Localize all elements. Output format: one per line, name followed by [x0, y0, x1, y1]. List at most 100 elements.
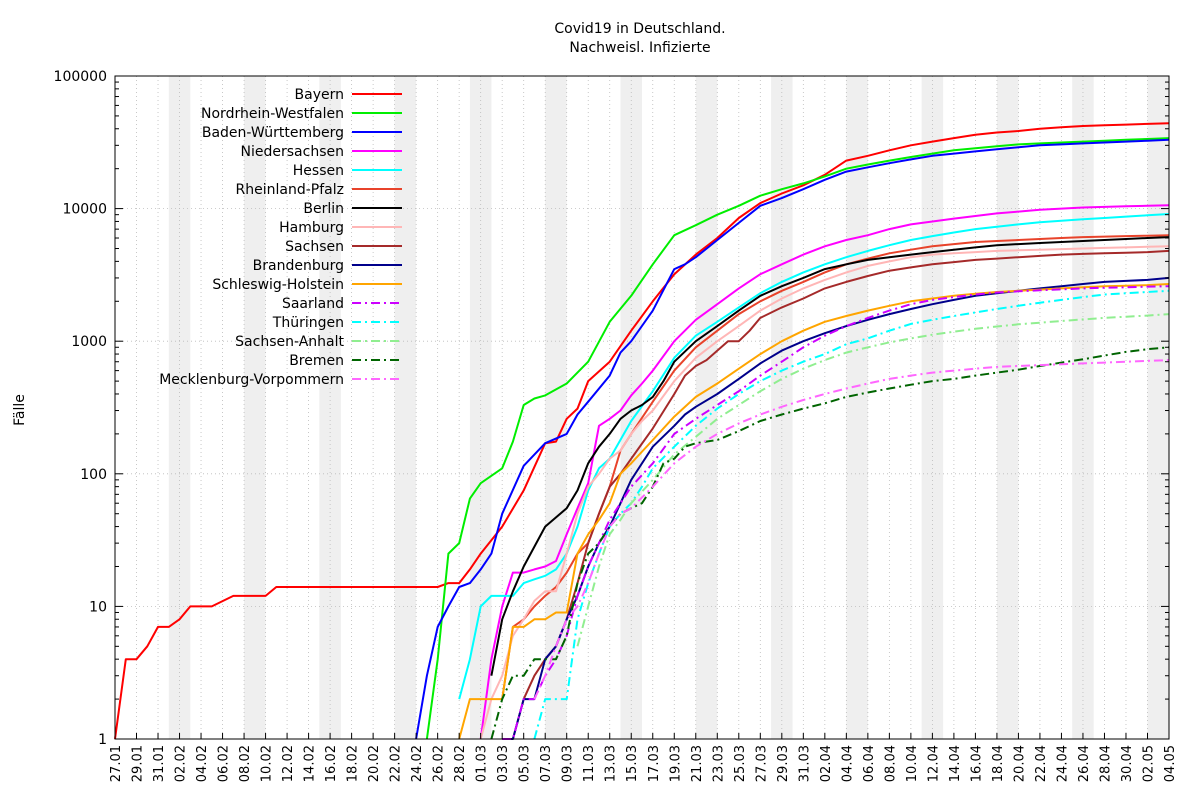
x-tick-label: 19.03: [668, 745, 683, 782]
x-tick-label: 27.01: [109, 745, 124, 782]
weekend-band: [168, 76, 191, 739]
x-tick-label: 26.02: [432, 745, 447, 782]
legend-label: Hamburg: [279, 220, 344, 236]
series-line: [533, 289, 1170, 740]
series-line: [502, 249, 1170, 740]
legend-label: Baden-Württemberg: [202, 125, 344, 141]
weekend-band: [545, 76, 567, 739]
legend-label: Bremen: [289, 353, 344, 369]
series-line: [533, 359, 1170, 700]
legend-label: Saarland: [282, 296, 344, 312]
x-tick-label: 23.03: [711, 745, 726, 782]
x-tick-label: 20.02: [367, 745, 382, 782]
x-tick-label: 18.04: [991, 745, 1006, 782]
x-tick-label: 27.03: [754, 745, 769, 782]
series-line: [479, 204, 1170, 740]
x-tick-label: 12.02: [281, 745, 296, 782]
x-tick-label: 24.02: [410, 745, 425, 782]
weekend-band: [620, 76, 642, 739]
legend-label: Schleswig-Holstein: [212, 277, 344, 293]
x-tick-label: 08.02: [238, 745, 253, 782]
weekend-band: [319, 76, 341, 739]
x-tick-label: 11.03: [582, 745, 597, 782]
x-tick-label: 02.05: [1141, 745, 1156, 782]
x-tick-label: 28.04: [1098, 745, 1113, 782]
weekend-band: [921, 76, 944, 739]
x-tick-label: 31.01: [152, 745, 167, 782]
y-tick-label: 1000: [71, 334, 107, 350]
x-tick-label: 22.02: [389, 745, 404, 782]
legend: Bayern Nordrhein-Westfalen Baden-Württembe…: [159, 87, 402, 388]
legend-label: Bayern: [295, 87, 344, 103]
x-tick-label: 28.02: [453, 745, 468, 782]
series-line: [490, 236, 1170, 676]
x-tick-label: 05.03: [518, 745, 533, 782]
legend-label: Thüringen: [272, 315, 344, 331]
x-tick-label: 08.04: [883, 745, 898, 782]
series-line: [425, 137, 1170, 740]
x-axis-ticks: 27.01 29.01 31.01 02.02 04.02 06.02 08.02 10.02…: [109, 733, 1178, 782]
x-tick-label: 14.02: [303, 745, 318, 782]
x-tick-label: 12.04: [926, 745, 941, 782]
x-tick-label: 06.02: [217, 745, 232, 782]
legend-label: Brandenburg: [253, 258, 344, 274]
x-tick-label: 16.04: [969, 745, 984, 782]
series-line: [415, 138, 1170, 740]
chart-title: Covid19 in Deutschland.: [554, 21, 725, 37]
series-line: [114, 122, 1170, 740]
weekend-band: [846, 76, 868, 739]
x-tick-label: 18.02: [346, 745, 361, 782]
y-axis-ticks: 1 10 100 1000 10000 100000: [54, 69, 1169, 748]
x-tick-label: 02.02: [174, 745, 189, 782]
x-tick-label: 16.02: [324, 745, 339, 782]
x-tick-label: 09.03: [561, 745, 576, 782]
y-tick-label: 1: [98, 732, 107, 748]
weekend-band: [394, 76, 417, 739]
legend-label: Berlin: [303, 201, 344, 217]
x-tick-label: 21.03: [690, 745, 705, 782]
x-tick-label: 10.04: [905, 745, 920, 782]
legend-label: Sachsen-Anhalt: [235, 334, 344, 350]
x-tick-label: 13.03: [604, 745, 619, 782]
weekend-band: [1147, 76, 1169, 739]
y-tick-label: 10: [89, 599, 107, 615]
legend-label: Hessen: [293, 163, 344, 179]
series-line: [502, 285, 1170, 740]
x-tick-label: 04.02: [195, 745, 210, 782]
x-tick-label: 20.04: [1012, 745, 1027, 782]
series-line: [458, 213, 1170, 700]
y-tick-label: 100000: [54, 69, 107, 85]
weekend-band: [1072, 76, 1094, 739]
x-tick-label: 29.01: [131, 745, 146, 782]
x-tick-label: 25.03: [733, 745, 748, 782]
x-tick-label: 22.04: [1034, 745, 1049, 782]
x-tick-label: 14.04: [948, 745, 963, 782]
chart-subtitle: Nachweisl. Infizierte: [569, 40, 710, 56]
legend-label: Niedersachsen: [241, 144, 344, 160]
weekend-band: [469, 76, 492, 739]
weekend-band: [244, 76, 266, 739]
x-tick-label: 17.03: [647, 745, 662, 782]
series-line: [479, 245, 1170, 740]
grid-lines: [114, 75, 1170, 740]
y-tick-label: 10000: [62, 202, 107, 218]
series-line: [502, 276, 1170, 740]
series-line: [490, 346, 1170, 740]
weekend-band: [996, 76, 1019, 739]
x-tick-label: 30.04: [1120, 745, 1135, 782]
x-tick-label: 24.04: [1055, 745, 1070, 782]
plot-frame: [114, 75, 1170, 740]
series-line: [501, 234, 1170, 700]
series-lines: [114, 122, 1170, 740]
x-tick-label: 29.03: [776, 745, 791, 782]
legend-label: Nordrhein-Westfalen: [201, 106, 344, 122]
x-tick-label: 01.03: [475, 745, 490, 782]
x-tick-label: 03.03: [496, 745, 511, 782]
x-tick-label: 04.05: [1163, 745, 1178, 782]
legend-label: Sachsen: [285, 239, 344, 255]
x-tick-label: 02.04: [819, 745, 834, 782]
y-axis-label: Fälle: [12, 394, 28, 426]
x-tick-label: 10.02: [260, 745, 275, 782]
x-tick-label: 04.04: [840, 745, 855, 782]
